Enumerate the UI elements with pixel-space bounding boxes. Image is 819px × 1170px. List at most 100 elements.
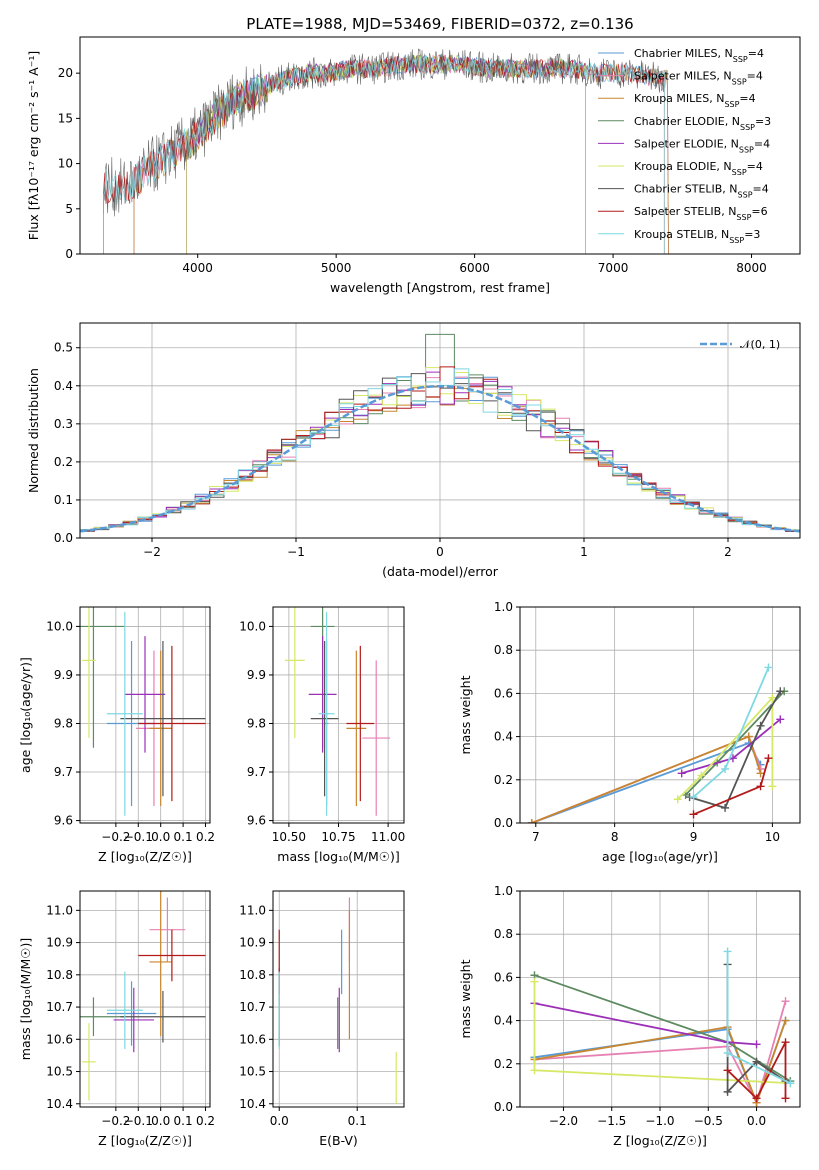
- x-tick: 0.1: [174, 1107, 193, 1128]
- y-tick: 9.8: [54, 716, 80, 730]
- y-axis-label: mass weight: [458, 959, 473, 1038]
- y-tick-label: 10.9: [46, 936, 73, 950]
- y-tick: 0.4: [54, 379, 80, 393]
- legend-label: Kroupa STELIB, NSSP=3: [634, 228, 760, 245]
- y-tick: 9.7: [247, 765, 273, 779]
- axes-mass_vs_EBV: 0.0 0.1 10.4 10.5 10.6 10.7 10.8 10.9 11.0 E(B-V): [239, 890, 405, 1148]
- legend-entry: Salpeter MILES, NSSP=4: [598, 70, 763, 87]
- legend-eq: =4: [753, 183, 769, 196]
- errorbar-point: [82, 1023, 96, 1101]
- panel-massweight_vs_Z: −2.0 −1.5 −1.0 −0.5 0.0 0.0 0.2 0.4 0.6 0.8 1.0 Z […: [458, 884, 801, 1148]
- x-tick-label: 0.1: [348, 1114, 367, 1128]
- x-tick-label: 0.0: [151, 1114, 170, 1128]
- x-tick-label: 8: [611, 830, 619, 844]
- legend-sub: SSP: [724, 100, 739, 109]
- y-tick: 0.2: [494, 1057, 520, 1071]
- legend-label: Salpeter MILES, NSSP=4: [634, 70, 763, 87]
- legend-eq: =6: [751, 205, 767, 218]
- x-axis-label: Z [log₁₀(Z/Z☉)]: [98, 849, 192, 864]
- legend-sub: SSP: [729, 235, 744, 244]
- y-tick: 9.9: [54, 668, 80, 682]
- weight-marker: [756, 721, 765, 730]
- y-tick-label: 10.6: [239, 1032, 266, 1046]
- y-tick-label: 11.0: [46, 903, 73, 917]
- x-tick: 1: [580, 538, 588, 559]
- y-tick-label: 15: [58, 111, 73, 125]
- y-tick: 0.2: [494, 773, 520, 787]
- x-tick-label: −1.0: [645, 1114, 674, 1128]
- panel-age_vs_mass: 10.50 10.75 11.00 9.6 9.7 9.8 9.9 10.0 mass [log…: [239, 606, 405, 864]
- y-tick: 0.6: [494, 686, 520, 700]
- weight-marker: [721, 765, 730, 773]
- x-tick: 0: [436, 538, 444, 559]
- legend-sub: SSP: [733, 55, 748, 64]
- x-tick: 10.50: [272, 823, 306, 844]
- weight-marker: [764, 663, 773, 672]
- y-tick: 10.0: [239, 619, 273, 633]
- x-tick-label: −2: [143, 545, 161, 559]
- y-tick: 10.4: [46, 1097, 80, 1111]
- weight-line: [677, 695, 774, 800]
- weight-marker: [781, 997, 790, 1006]
- errorbar-point: [149, 897, 186, 962]
- y-tick-label: 10.8: [46, 968, 73, 982]
- x-tick: 4000: [182, 254, 213, 275]
- x-tick: 11.00: [371, 823, 405, 844]
- legend-entry: Kroupa MILES, NSSP=4: [598, 92, 756, 109]
- y-tick: 0.0: [494, 1100, 520, 1114]
- y-tick: 10.4: [239, 1097, 273, 1111]
- x-tick-label: 0.1: [174, 1114, 193, 1128]
- weight-marker: [752, 1057, 761, 1066]
- y-tick-label: 0: [65, 247, 73, 261]
- y-tick-label: 9.6: [247, 814, 266, 828]
- y-tick: 0.5: [54, 341, 80, 355]
- legend-sub: SSP: [732, 77, 747, 86]
- x-tick: −1: [287, 538, 305, 559]
- errorbar-point: [113, 987, 154, 1053]
- x-tick-label: −0.2: [101, 1114, 130, 1128]
- y-tick-label: 0.2: [494, 773, 513, 787]
- legend-eq: =4: [748, 47, 764, 60]
- legend-eq: =3: [744, 228, 760, 241]
- y-tick: 9.8: [247, 716, 273, 730]
- legend-entry: Kroupa ELODIE, NSSP=4: [598, 160, 763, 177]
- x-tick: −0.2: [101, 1107, 130, 1128]
- y-tick: 0.0: [494, 816, 520, 830]
- y-tick: 9.9: [247, 668, 273, 682]
- y-tick: 10.8: [46, 968, 80, 982]
- y-tick-label: 11.0: [239, 903, 266, 917]
- weight-marker: [756, 769, 765, 778]
- errorbar-point: [106, 981, 157, 1046]
- errorbar-point: [308, 636, 337, 753]
- errorbar-point: [138, 929, 206, 982]
- weight-line: [534, 1000, 787, 1106]
- weight-line: [534, 1020, 787, 1106]
- weight-marker: [744, 732, 753, 741]
- histogram-step: [80, 368, 800, 538]
- axes-frame: [272, 890, 405, 1108]
- axes-frame: [79, 606, 211, 824]
- y-tick: 10.6: [46, 1032, 80, 1046]
- y-tick: 1.0: [494, 884, 520, 898]
- x-tick: −0.1: [124, 823, 153, 844]
- spectrum-line: [133, 54, 669, 254]
- x-tick: −1.0: [645, 1107, 675, 1128]
- x-axis-label: age [log₁₀(age/yr)]: [602, 849, 718, 864]
- y-tick: 9.6: [247, 814, 273, 828]
- x-tick-label: 8000: [736, 261, 767, 275]
- y-tick-label: 0.4: [494, 730, 513, 744]
- x-axis-label: Z [log₁₀(Z/Z☉)]: [98, 1133, 192, 1148]
- plot-area-age_vs_mass: [284, 607, 391, 816]
- weight-marker: [768, 782, 777, 791]
- weight-marker: [721, 803, 730, 812]
- x-tick: 0.0: [151, 823, 170, 844]
- errorbar-point: [138, 645, 206, 802]
- y-tick: 0.4: [494, 1014, 520, 1028]
- weight-series: [689, 754, 773, 819]
- y-tick-label: 0.1: [54, 493, 73, 507]
- x-tick: −2: [143, 538, 161, 559]
- weight-line: [681, 718, 781, 775]
- y-tick-label: 0.0: [54, 531, 73, 545]
- weight-marker: [776, 687, 785, 696]
- errorbar-point: [362, 660, 391, 816]
